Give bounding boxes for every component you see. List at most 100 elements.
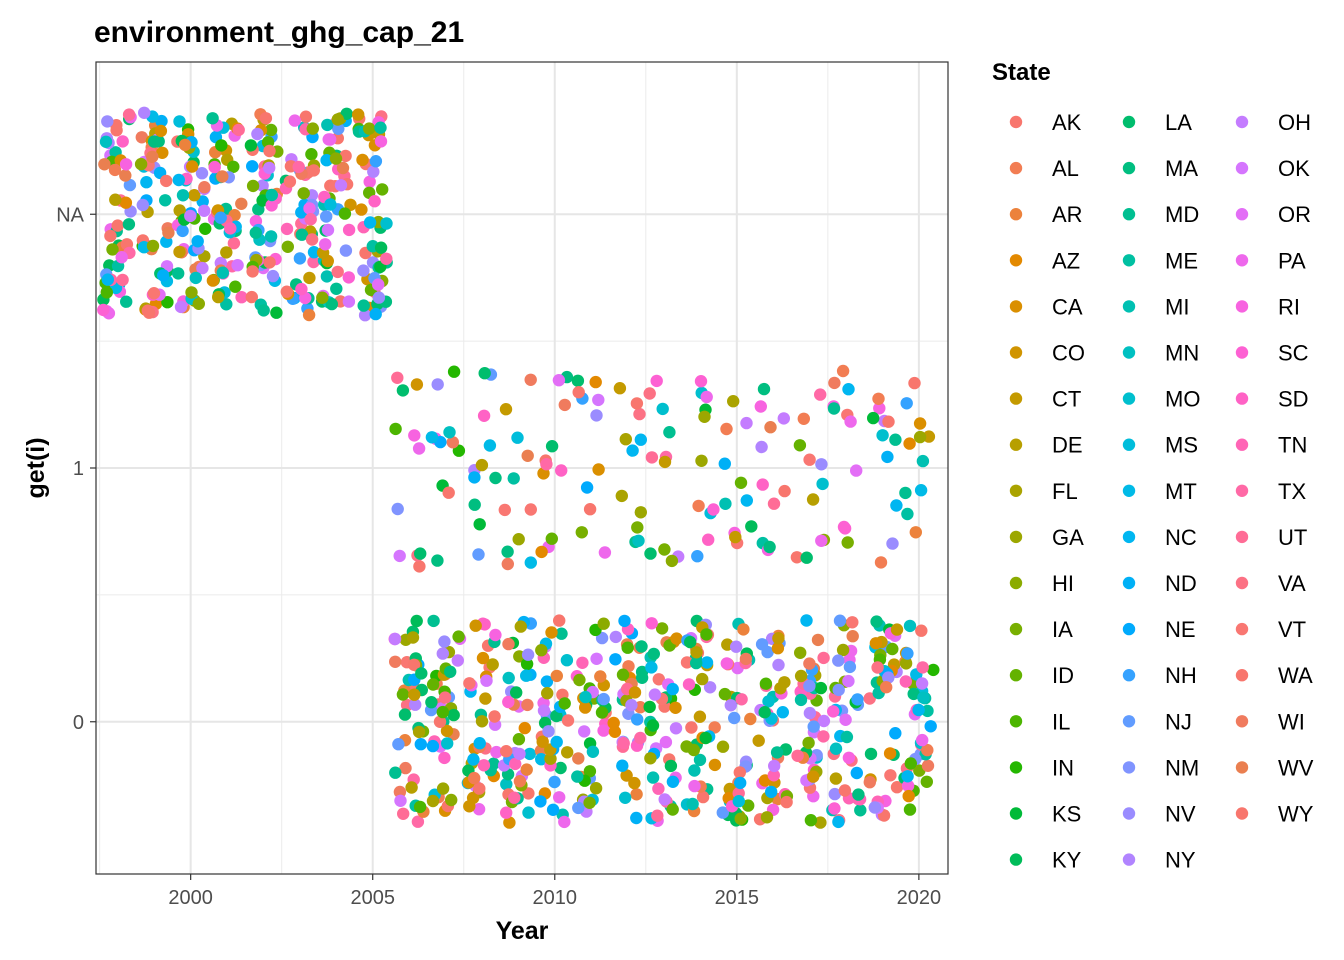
- point-429: [406, 631, 420, 644]
- point-623: [535, 753, 548, 766]
- x-tick-label-3: 2015: [715, 887, 760, 909]
- point-280: [295, 282, 308, 296]
- point-634: [561, 746, 574, 759]
- point-1167: [909, 526, 922, 539]
- point-905: [734, 776, 747, 790]
- point-862: [698, 410, 711, 423]
- point-821: [700, 656, 714, 669]
- point-785: [655, 622, 669, 635]
- point-834: [680, 656, 694, 669]
- point-839: [680, 740, 693, 753]
- legend-key-fl: [1009, 484, 1023, 497]
- point-1006: [791, 749, 804, 762]
- point-650: [542, 725, 555, 738]
- point-1109: [868, 801, 881, 814]
- point-439: [388, 632, 402, 646]
- point-281: [288, 114, 301, 127]
- legend-key-wy: [1235, 807, 1249, 820]
- legend-key-il: [1009, 715, 1023, 728]
- point-819: [693, 753, 707, 767]
- point-1019: [803, 453, 816, 466]
- point-791: [647, 647, 660, 661]
- point-1069: [844, 415, 857, 428]
- point-115: [172, 267, 185, 280]
- point-584: [502, 637, 515, 651]
- legend-label-ri: RI: [1278, 294, 1300, 319]
- point-1170: [900, 397, 913, 410]
- point-1083: [863, 776, 876, 789]
- point-277: [280, 222, 294, 236]
- point-1132: [903, 619, 917, 633]
- legend-key-de: [1009, 438, 1023, 451]
- point-585: [500, 806, 513, 819]
- point-642: [546, 803, 560, 816]
- point-292: [283, 175, 297, 188]
- point-1141: [899, 675, 912, 688]
- point-813: [650, 374, 663, 388]
- point-50: [100, 286, 114, 299]
- point-497: [426, 678, 440, 691]
- point-589: [520, 669, 533, 682]
- point-950: [771, 642, 785, 655]
- point-40: [120, 295, 133, 308]
- point-490: [441, 737, 454, 750]
- point-530: [479, 692, 492, 705]
- point-850: [700, 628, 713, 641]
- point-554: [478, 367, 491, 380]
- point-747: [607, 716, 620, 730]
- point-232: [246, 160, 259, 173]
- legend-label-tn: TN: [1278, 433, 1307, 458]
- y-tick-label-0: 0: [73, 712, 84, 734]
- point-407: [372, 278, 385, 291]
- point-555: [473, 518, 486, 531]
- point-400: [380, 252, 393, 265]
- point-342: [336, 161, 350, 175]
- point-753: [635, 665, 649, 679]
- point-202: [214, 211, 227, 224]
- data-points: [97, 106, 940, 829]
- point-43: [97, 303, 110, 317]
- legend-label-il: IL: [1052, 709, 1070, 734]
- point-404: [356, 153, 369, 167]
- legend-label-ky: KY: [1052, 848, 1082, 873]
- legend-label-wy: WY: [1278, 802, 1314, 827]
- point-754: [634, 506, 647, 519]
- x-tick-label-2: 2010: [533, 887, 578, 909]
- point-982: [803, 706, 817, 720]
- point-848: [699, 731, 712, 745]
- point-189: [212, 290, 225, 304]
- point-829: [696, 672, 709, 686]
- point-483: [438, 635, 451, 648]
- point-240: [270, 306, 283, 319]
- point-1168: [922, 430, 936, 443]
- point-814: [658, 543, 671, 556]
- point-702: [586, 745, 600, 758]
- point-595: [513, 747, 526, 761]
- y-axis-title: get(i): [22, 437, 50, 498]
- legend-key-ok: [1235, 161, 1249, 175]
- legend-label-mn: MN: [1165, 341, 1199, 366]
- point-394: [368, 195, 381, 208]
- legend-key-co: [1009, 346, 1023, 359]
- point-1169: [901, 507, 914, 521]
- point-31: [104, 229, 117, 243]
- point-594: [513, 775, 527, 788]
- point-199: [206, 112, 219, 125]
- point-405: [374, 121, 387, 134]
- point-680: [579, 701, 592, 714]
- point-485: [440, 724, 454, 738]
- legend-label-la: LA: [1165, 110, 1192, 135]
- point-1119: [867, 411, 880, 425]
- point-506: [443, 426, 456, 439]
- point-895: [737, 623, 750, 636]
- point-1136: [921, 759, 935, 772]
- point-411: [393, 785, 407, 799]
- point-752: [628, 686, 642, 699]
- point-1157: [901, 647, 914, 660]
- point-83: [161, 296, 174, 309]
- point-164: [220, 298, 233, 311]
- point-646: [550, 735, 563, 749]
- point-145: [176, 224, 189, 238]
- legend-key-wi: [1235, 715, 1249, 728]
- point-1017: [814, 388, 827, 401]
